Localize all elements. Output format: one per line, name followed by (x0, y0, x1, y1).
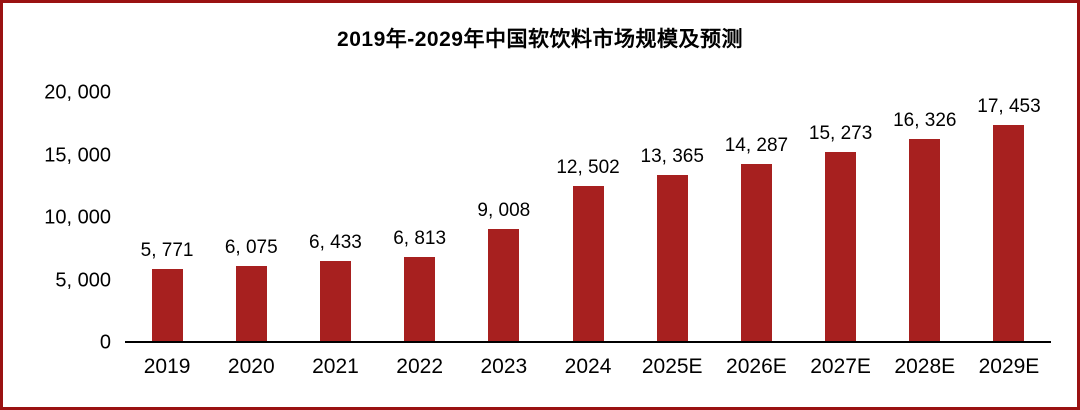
bar-value-label: 17, 453 (977, 95, 1041, 117)
bar (993, 124, 1025, 341)
x-axis-label: 2019 (143, 355, 191, 378)
bar-column: 6, 433 (293, 93, 377, 341)
x-axis-label: 2020 (227, 355, 275, 378)
bar-value-label: 16, 326 (893, 109, 957, 131)
bar-column: 17, 453 (967, 93, 1051, 341)
bar-column: 16, 326 (883, 93, 967, 341)
bar (825, 151, 857, 341)
bar-value-label: 12, 502 (556, 156, 620, 178)
y-axis-tick-label: 15, 000 (44, 144, 111, 166)
x-axis-label: 2023 (480, 355, 528, 378)
x-axis-label: 2025E (641, 355, 703, 378)
x-axis-label: 2028E (894, 355, 956, 378)
bar-value-label: 9, 008 (477, 200, 531, 222)
bar-value-label: 14, 287 (724, 134, 789, 156)
bar (656, 175, 688, 341)
bar-column: 15, 273 (799, 93, 883, 341)
y-axis-tick-label: 20, 000 (44, 81, 111, 104)
bar-column: 6, 813 (378, 93, 462, 341)
y-axis: 0 5, 000 10, 000 15, 000 20, 000 (11, 82, 111, 354)
bar (319, 261, 351, 341)
bar-column: 14, 287 (714, 93, 798, 341)
bar (909, 138, 941, 341)
x-axis-label: 2024 (564, 355, 612, 378)
x-axis-label: 2022 (396, 355, 444, 378)
bar (740, 163, 772, 341)
x-axis-label: 2027E (810, 355, 871, 378)
y-axis-tick-label: 10, 000 (44, 206, 111, 229)
bar-column: 9, 008 (462, 93, 546, 341)
x-axis: 2019 2020 2021 2022 2023 2024 2025E 2026E 2027E 2… (125, 355, 1051, 379)
x-axis-label: 2026E (726, 355, 787, 378)
bar-column: 13, 365 (630, 93, 714, 341)
bar-value-label: 13, 365 (640, 146, 704, 168)
x-axis-label: 2021 (312, 355, 359, 378)
x-axis-label: 2029E (978, 355, 1040, 378)
bar (235, 265, 267, 341)
bar (151, 269, 183, 341)
y-axis-tick-label: 0 (99, 331, 111, 354)
y-axis-tick-label: 5, 000 (55, 269, 111, 291)
chart-title: 2019年-2029年中国软饮料市场规模及预测 (337, 28, 743, 51)
bar (404, 256, 436, 341)
bar-value-label: 6, 075 (224, 236, 278, 258)
bar-column: 5, 771 (125, 93, 209, 341)
bar-value-label: 15, 273 (808, 122, 873, 144)
bar-value-label: 6, 813 (393, 227, 447, 249)
bar-value-label: 6, 433 (309, 232, 362, 254)
bar (572, 185, 604, 341)
plot-area: 5, 771 6, 075 6, 433 6, 813 9, 008 12, 502 13,… (125, 93, 1051, 343)
bar (488, 229, 520, 341)
bar-column: 12, 502 (546, 93, 630, 341)
bar-value-label: 5, 771 (140, 240, 194, 262)
bar-column: 6, 075 (209, 93, 293, 341)
